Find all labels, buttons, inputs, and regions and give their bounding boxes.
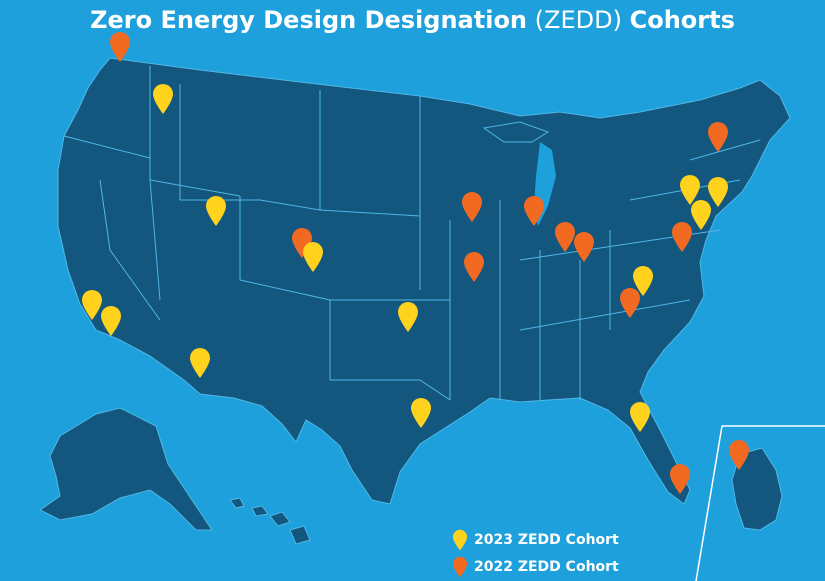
pin-2023-arizona bbox=[190, 348, 210, 378]
hawaii bbox=[229, 497, 311, 545]
title-bold: Zero Energy Design Designation bbox=[90, 6, 528, 34]
pin-2023-texas bbox=[411, 398, 431, 428]
pin-2023-colorado bbox=[303, 242, 323, 272]
pins-layer bbox=[82, 32, 749, 494]
pin-2023-idaho-north bbox=[153, 84, 173, 114]
michigan-upper-peninsula bbox=[482, 121, 550, 143]
pin-2022-washington bbox=[110, 32, 130, 62]
pin-2023-california-a bbox=[82, 290, 102, 320]
pin-2022-iowa bbox=[462, 192, 482, 222]
pin-2022-illinois-chicago bbox=[524, 196, 544, 226]
pin-2022-north-carolina bbox=[620, 288, 640, 318]
pin-2022-florida-south bbox=[670, 464, 690, 494]
pin-2023-virginia bbox=[633, 266, 653, 296]
pin-2023-florida-north bbox=[630, 402, 650, 432]
pin-2023-oklahoma bbox=[398, 302, 418, 332]
pin-2022-indiana bbox=[555, 222, 575, 252]
title-tail: Cohorts bbox=[629, 6, 735, 34]
pin-2023-new-york bbox=[680, 175, 700, 205]
pin-2022-vermont bbox=[708, 122, 728, 152]
alaska bbox=[39, 407, 213, 531]
legend-row-2023: 2023 ZEDD Cohort bbox=[452, 526, 619, 553]
pin-2022-maryland bbox=[672, 222, 692, 252]
pin-2022-ohio bbox=[574, 232, 594, 262]
continental-us-shape bbox=[57, 57, 791, 505]
south-korea-shape bbox=[731, 447, 783, 531]
orange-pin-icon bbox=[452, 556, 468, 577]
map-title: Zero Energy Design Designation (ZEDD) Co… bbox=[0, 6, 825, 34]
title-acronym: (ZEDD) bbox=[534, 6, 622, 34]
korea-inset bbox=[695, 425, 825, 581]
us-landmass bbox=[57, 57, 791, 505]
pin-2023-california-b bbox=[101, 306, 121, 336]
legend-row-2022: 2022 ZEDD Cohort bbox=[452, 553, 619, 580]
yellow-pin-icon bbox=[452, 529, 468, 550]
inset-border bbox=[695, 425, 825, 581]
hawaii-islands bbox=[229, 497, 311, 545]
pin-2022-missouri bbox=[464, 252, 484, 282]
pin-2023-new-jersey bbox=[691, 200, 711, 230]
legend-label-2023: 2023 ZEDD Cohort bbox=[474, 531, 619, 548]
legend-label-2022: 2022 ZEDD Cohort bbox=[474, 558, 619, 575]
legend: 2023 ZEDD Cohort 2022 ZEDD Cohort bbox=[452, 526, 619, 580]
pin-2022-south-korea bbox=[729, 440, 749, 470]
pin-2023-massachusetts bbox=[708, 177, 728, 207]
alaska-shape bbox=[39, 407, 213, 531]
pin-2023-utah bbox=[206, 196, 226, 226]
